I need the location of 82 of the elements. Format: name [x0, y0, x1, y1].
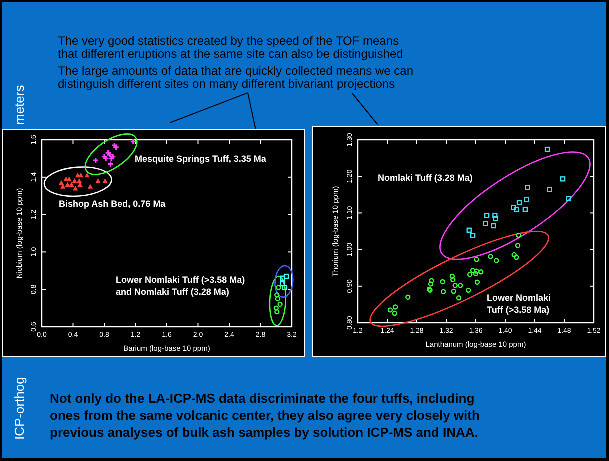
point	[492, 213, 498, 218]
point	[450, 274, 455, 280]
point	[274, 306, 279, 311]
point	[488, 254, 494, 260]
text: ICP-orthog	[12, 377, 27, 440]
point	[524, 197, 530, 202]
point	[388, 308, 394, 313]
point	[58, 180, 64, 186]
point	[393, 304, 398, 310]
point	[458, 283, 464, 288]
point	[78, 172, 84, 178]
point	[522, 206, 528, 212]
point	[278, 302, 283, 308]
point	[470, 233, 476, 238]
point	[516, 200, 522, 206]
point	[440, 279, 446, 285]
point	[493, 216, 499, 222]
point	[428, 282, 434, 287]
point	[107, 160, 114, 168]
point	[429, 278, 434, 284]
point	[544, 146, 550, 152]
annotation: Nomlaki Tuff (3.28 Ma)	[378, 173, 473, 183]
point	[466, 228, 472, 233]
point	[284, 274, 290, 280]
point	[106, 152, 114, 158]
point	[392, 310, 398, 316]
point	[111, 142, 118, 150]
point	[494, 258, 500, 264]
point	[560, 176, 566, 182]
text: The large amounts of data that are quickly collected means we can distinguish different sites on many different bivariant projections	[58, 64, 414, 91]
point	[452, 283, 458, 288]
point	[474, 268, 480, 274]
point	[515, 243, 521, 248]
point	[280, 281, 286, 287]
point	[468, 272, 473, 278]
point	[130, 138, 137, 146]
point	[72, 178, 78, 184]
point	[516, 232, 522, 238]
point	[282, 285, 288, 290]
annotation: Mesquite Springs Tuff, 3.35 Ma	[135, 154, 268, 164]
point	[102, 178, 108, 184]
point	[92, 157, 100, 164]
point	[511, 205, 516, 210]
point	[65, 182, 70, 187]
point	[512, 252, 517, 258]
point	[84, 172, 90, 178]
point	[274, 292, 280, 298]
point	[474, 257, 480, 262]
point	[440, 289, 446, 294]
point	[547, 187, 552, 192]
annotation: Lower Nomlaki Tuff (>3.58 Ma) and Nomlaki Tuff (3.28 Ma)	[116, 275, 246, 297]
point	[473, 271, 479, 277]
point	[274, 309, 280, 315]
point	[69, 182, 74, 187]
text: The very good statistics created by the speed of the TOF means that different eruptions at the same site can also be distinguished	[58, 34, 404, 61]
point	[275, 296, 281, 302]
point	[525, 184, 530, 190]
point	[276, 285, 282, 290]
annotation: Bishop Ash Bed, 0.76 Ma	[59, 199, 167, 209]
point	[450, 277, 456, 282]
point	[66, 176, 72, 182]
point	[514, 206, 520, 212]
point	[72, 186, 78, 191]
point	[470, 268, 476, 274]
point	[474, 280, 480, 285]
point	[482, 221, 488, 226]
point	[451, 288, 456, 294]
point	[484, 213, 490, 218]
text: meters	[12, 84, 27, 125]
point	[491, 223, 496, 229]
point	[280, 276, 286, 281]
text: Not only do the LA-ICP-MS data discriminate the four tuffs, including ones from the same volcanic center, they also agree very closely with previous analyses of bulk ash samples by solution ICP-MS and INAA.	[50, 391, 480, 440]
annotation: Lower Nomlaki Tuff (>3.58 Ma)	[487, 293, 552, 315]
point	[88, 184, 94, 189]
point	[96, 178, 101, 184]
point	[478, 270, 484, 275]
point	[566, 196, 572, 202]
point	[406, 294, 411, 300]
point	[466, 288, 472, 294]
point	[112, 144, 120, 151]
point	[456, 296, 462, 301]
point	[514, 254, 520, 260]
